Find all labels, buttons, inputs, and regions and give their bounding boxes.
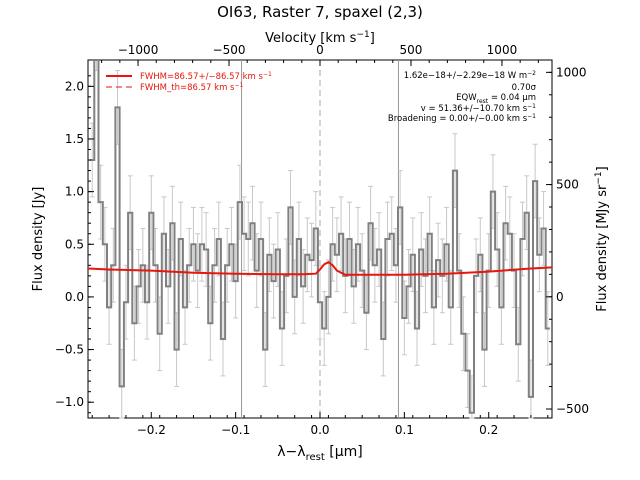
y-ticks: −1.0 −0.5 0.0 0.5 1.0 1.5 2.0 [55, 75, 94, 414]
x-tick-label: −0.2 [137, 423, 166, 437]
y-tick-label: −1.0 [55, 395, 84, 409]
data-series [87, 59, 553, 414]
legend-label-fwhm: FWHM=86.57+/−86.57 km s−1 [140, 71, 272, 82]
top-ticks: −1000 −500 0 500 1000 [101, 43, 539, 66]
y-tick-label: 0.5 [65, 237, 84, 251]
y-tick-label: 1.5 [65, 132, 84, 146]
x-tick-label: 0.2 [479, 423, 498, 437]
y-tick-label: 0.0 [65, 290, 84, 304]
y-tick-label: −0.5 [55, 343, 84, 357]
annotation-flux: 1.62e−18+/−2.29e−18 W m−2 [404, 70, 536, 81]
right-tick-label: −500 [556, 402, 589, 416]
flux-step-line [90, 59, 550, 414]
right-tick-label: 0 [556, 290, 564, 304]
top-tick-label: 500 [400, 43, 423, 57]
top-tick-label: 1000 [487, 43, 518, 57]
x-tick-label: 0.1 [395, 423, 414, 437]
y-tick-label: 1.0 [65, 185, 84, 199]
annotation-eqw: EQWrest = 0.04 μm [456, 93, 536, 105]
top-axis-label: Velocity [km s−1] [265, 30, 375, 46]
y-axis-label-left: Flux density [Jy] [31, 187, 46, 292]
x-tick-label: 0.0 [310, 423, 329, 437]
x-axis-label: λ−λrest [μm] [277, 444, 362, 463]
right-tick-label: 1000 [556, 65, 587, 79]
top-tick-label: 0 [316, 43, 324, 57]
legend: FWHM=86.57+/−86.57 km s−1 FWHM_th=86.57 … [106, 71, 272, 93]
x-tick-label: −0.1 [221, 423, 250, 437]
right-ticks: −500 0 500 1000 [546, 65, 589, 416]
annotation-broadening: Broadening = 0.00+/−0.00 km s−1 [388, 113, 536, 124]
annotation-sigma: 0.70σ [512, 83, 537, 93]
annotation-velocity: v = 51.36+/−10.70 km s−1 [421, 103, 536, 114]
fit-line [87, 261, 553, 276]
legend-label-fwhm-th: FWHM_th=86.57 km s−1 [140, 82, 244, 93]
x-ticks: −0.2 −0.1 0.0 0.1 0.2 [91, 412, 549, 437]
top-tick-label: −1000 [118, 43, 159, 57]
y-tick-label: 2.0 [65, 79, 84, 93]
fit-annotations: 1.62e−18+/−2.29e−18 W m−2 0.70σ EQWrest … [388, 70, 537, 124]
chart-title: OI63, Raster 7, spaxel (2,3) [217, 3, 423, 21]
top-tick-label: −500 [213, 43, 246, 57]
right-tick-label: 500 [556, 178, 579, 192]
y-axis-label-right: Flux density [MJy sr−1] [594, 166, 610, 311]
